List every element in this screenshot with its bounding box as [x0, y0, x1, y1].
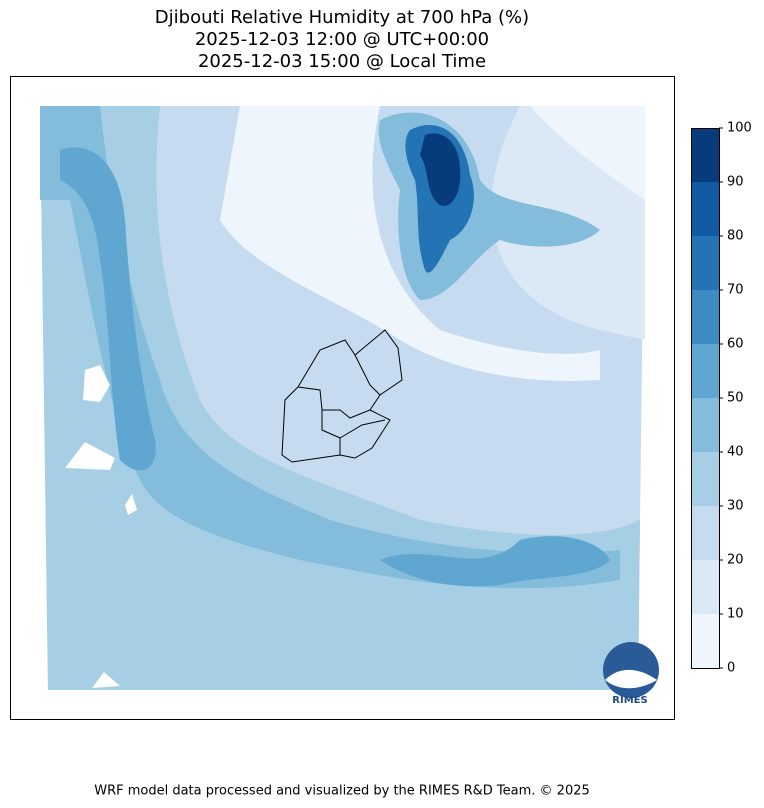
colorbar-tick-label: 40	[727, 445, 744, 460]
title-line: 2025-12-03 12:00 @ UTC+00:00	[195, 29, 489, 50]
colorbar-tick-label: 50	[727, 391, 744, 406]
missing	[83, 365, 110, 402]
colorbar-segment	[691, 128, 719, 182]
colorbar-segment	[691, 290, 719, 344]
missing	[125, 494, 137, 515]
contour	[40, 106, 640, 690]
colorbar-segment	[691, 236, 719, 290]
colorbar-segment	[691, 560, 719, 614]
contour	[60, 147, 156, 471]
colorbar-tick-label: 90	[727, 175, 744, 190]
colorbar-tick-label: 70	[727, 283, 744, 298]
footer: WRF model data processed and visualized …	[94, 784, 590, 799]
colorbar-tick-label: 0	[727, 661, 735, 676]
colorbar-tick-label: 80	[727, 229, 744, 244]
logo: RIMES	[603, 642, 659, 706]
title-line: Djibouti Relative Humidity at 700 hPa (%…	[155, 7, 529, 28]
logo-wave	[605, 669, 657, 689]
map	[10, 76, 675, 720]
missing	[65, 442, 115, 470]
colorbar-segment	[691, 398, 719, 452]
colorbar-segment	[691, 452, 719, 506]
country-outline	[281, 329, 403, 463]
contour	[380, 536, 610, 587]
contour	[220, 106, 600, 381]
logo-text: RIMES	[612, 695, 647, 706]
contour	[530, 106, 645, 200]
colorbar-tick-label: 20	[727, 553, 744, 568]
contour	[420, 133, 461, 206]
colorbar-segment	[691, 506, 719, 560]
colorbar-tick-label: 10	[727, 607, 744, 622]
colorbar-segment	[691, 614, 719, 668]
colorbar-segment	[691, 344, 719, 398]
colorbar-tick-label: 30	[727, 499, 744, 514]
colorbar-tick-label: 100	[727, 121, 752, 136]
colorbar-tick-label: 60	[727, 337, 744, 352]
colorbar-segment	[691, 182, 719, 236]
title-line: 2025-12-03 15:00 @ Local Time	[198, 51, 486, 72]
contour	[40, 106, 620, 589]
missing	[92, 672, 120, 688]
colorbar: 0 10 20 30 40 50 60 70 80 90 100	[691, 121, 752, 676]
contour	[200, 106, 645, 340]
